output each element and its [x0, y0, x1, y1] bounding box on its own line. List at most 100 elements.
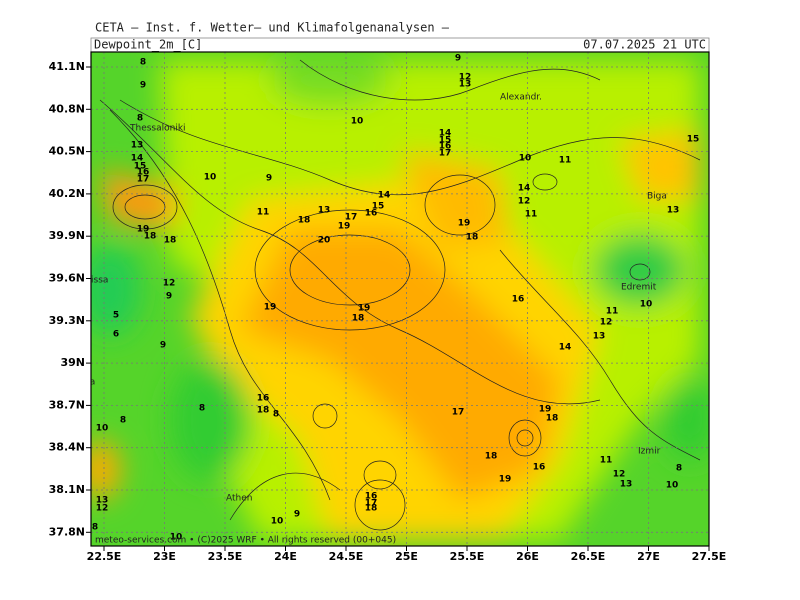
contour-label: 18	[485, 452, 498, 462]
lat-label: 38.7N	[49, 398, 85, 411]
contour-label: 17	[345, 213, 358, 223]
contour-label: 20	[318, 236, 331, 246]
contour-label: 13	[667, 206, 680, 216]
contour-label: 19	[264, 303, 277, 313]
place-name: Izmir	[638, 447, 661, 457]
contour-label: 10	[640, 300, 653, 310]
lat-label: 41.1N	[49, 60, 85, 73]
contour-label: 5	[113, 311, 119, 321]
contour-label: 14	[131, 154, 144, 164]
place-name: Biga	[647, 192, 667, 202]
contour-label: 11	[559, 156, 572, 166]
contour-label: 19	[338, 222, 351, 232]
lon-label: 25E	[395, 550, 418, 563]
lat-label: 37.8N	[49, 525, 85, 538]
contour-label: 18	[257, 406, 270, 416]
contour-label: 19	[137, 225, 150, 235]
contour-label: 18	[144, 232, 157, 242]
place-name: issa	[91, 276, 108, 286]
contour-label: 13	[593, 332, 606, 342]
contour-label: 15	[134, 162, 147, 172]
contour-label: 12	[518, 197, 531, 207]
contour-label: 16	[512, 295, 525, 305]
contour-label: 14	[378, 191, 391, 201]
lat-label: 38.1N	[49, 483, 85, 496]
contour-label: 10	[519, 154, 532, 164]
contour-label: 12	[459, 73, 472, 83]
contour-label: 8	[137, 114, 143, 124]
contour-label: 9	[166, 292, 172, 302]
contour-label: 16	[137, 168, 150, 178]
contour-label: 16	[439, 142, 452, 152]
graticule	[91, 52, 709, 546]
contour-label: 12	[96, 504, 109, 514]
contour-label: 18	[365, 504, 378, 514]
contour-label: 10	[96, 424, 109, 434]
contour-label: 10	[351, 117, 364, 127]
contour-label: 13	[318, 206, 331, 216]
place-name: Alexandr.	[500, 93, 542, 103]
contour-label: 18	[298, 216, 311, 226]
contour-label: 8	[92, 523, 98, 533]
contour-label: 8	[199, 404, 205, 414]
lon-label: 24.5E	[329, 550, 364, 563]
lon-label: 23E	[153, 550, 176, 563]
contour-label: 11	[525, 210, 538, 220]
contour-label: 17	[137, 175, 150, 185]
lon-label: 25.5E	[450, 550, 485, 563]
contour-label: 13	[459, 80, 472, 90]
contour-label: 11	[600, 456, 613, 466]
contour-label: 18	[466, 233, 479, 243]
contour-label: 14	[439, 129, 452, 139]
map-frame	[90, 51, 710, 547]
contour-label: 12	[600, 318, 613, 328]
title: Dewpoint_2m_[C]	[94, 38, 202, 52]
contour-label: 8	[273, 410, 279, 420]
contour-label: 9	[455, 54, 461, 64]
contour-label: 19	[499, 475, 512, 485]
valid-time: 07.07.2025 21 UTC	[583, 38, 706, 52]
contour-label: 13	[131, 141, 144, 151]
field: Thessaloniki Alexandr. Biga Edremit issa Lami…	[68, 52, 709, 546]
lat-label: 40.2N	[49, 187, 85, 200]
lat-label: 39.6N	[49, 272, 85, 285]
contour-label: 19	[458, 219, 471, 229]
contour-label: 18	[164, 236, 177, 246]
lat-label: 39.3N	[49, 314, 85, 327]
place-name: Edremit	[621, 283, 657, 293]
contour-label: 13	[620, 480, 633, 490]
institute: CETA — Inst. f. Wetter— und Klimafolgena…	[95, 21, 450, 35]
contour-label: 17	[452, 408, 465, 418]
contour-label: 19	[539, 405, 552, 415]
contour-label: 8	[120, 416, 126, 426]
contour-label: 10	[170, 533, 183, 543]
place-name: Thessaloniki	[129, 124, 186, 134]
lat-label: 40.5N	[49, 145, 85, 158]
place-name: Lamia	[68, 378, 95, 388]
contour-label: 16	[365, 492, 378, 502]
contour-label: 17	[365, 499, 378, 509]
footer: meteo-services.com • (C)2025 WRF • All r…	[95, 536, 396, 546]
contour-label: 14	[559, 343, 572, 353]
lon-label: 23.5E	[208, 550, 243, 563]
lat-label: 40.8N	[49, 102, 85, 115]
place-name: Athen	[226, 494, 252, 504]
contour-label: 10	[271, 517, 284, 527]
contour-label: 10	[666, 481, 679, 491]
lon-label: 27.5E	[692, 550, 727, 563]
lon-label: 26.5E	[571, 550, 606, 563]
contour-label: 12	[613, 470, 626, 480]
contour-label: 8	[140, 58, 146, 68]
lon-label: 26E	[516, 550, 539, 563]
contour-label: 18	[546, 414, 559, 424]
contour-label: 17	[439, 149, 452, 159]
contour-label: 15	[439, 136, 452, 146]
contour-label: 14	[518, 184, 531, 194]
contour-label: 11	[257, 208, 270, 218]
contour-label: 11	[606, 307, 619, 317]
lat-label: 38.4N	[49, 441, 85, 454]
contour-label: 18	[352, 314, 365, 324]
lon-label: 27E	[637, 550, 660, 563]
lat-label: 39N	[60, 356, 85, 369]
